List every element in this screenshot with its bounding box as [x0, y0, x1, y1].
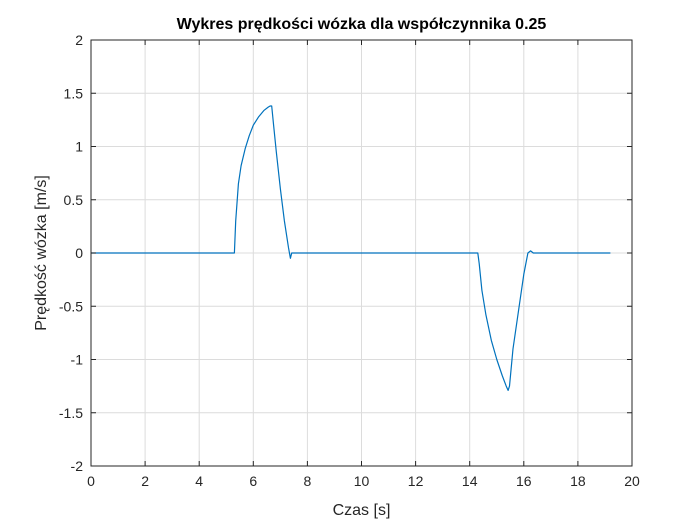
x-tick-label: 12 — [408, 473, 424, 489]
x-axis-label: Czas [s] — [333, 502, 391, 519]
line-layer — [91, 105, 611, 391]
y-tick-label: -2 — [71, 458, 84, 474]
tick-layer — [90, 39, 633, 467]
x-tick-label: 2 — [141, 473, 149, 489]
y-tick-label: 2 — [75, 32, 83, 48]
x-tick-label: 14 — [462, 473, 478, 489]
x-tick-label: 16 — [516, 473, 532, 489]
y-tick-label: 0 — [75, 245, 83, 261]
chart-title: Wykres prędkości wózka dla współczynnika… — [177, 16, 547, 33]
x-tick-label: 18 — [570, 473, 586, 489]
y-tick-label: 1.5 — [64, 85, 84, 101]
y-tick-label: -1.5 — [59, 405, 83, 421]
series-line-0 — [91, 105, 611, 391]
y-tick-label: -0.5 — [59, 298, 83, 314]
x-tick-label: 20 — [624, 473, 640, 489]
x-tick-label: 6 — [249, 473, 257, 489]
y-tick-label: 1 — [75, 139, 83, 155]
y-tick-label: -1 — [71, 352, 84, 368]
x-tick-label: 8 — [304, 473, 312, 489]
x-tick-label: 4 — [195, 473, 203, 489]
x-tick-label: 10 — [354, 473, 370, 489]
y-axis-label: Prędkość wózka [m/s] — [33, 175, 50, 331]
x-tick-label: 0 — [87, 473, 95, 489]
y-tick-label: 0.5 — [64, 192, 84, 208]
label-layer: 0 2 4 6 8 10 12 14 16 18 20 -2 -1.5 -1 -0.5 0 0.5 1 1.5 2 — [59, 32, 640, 489]
